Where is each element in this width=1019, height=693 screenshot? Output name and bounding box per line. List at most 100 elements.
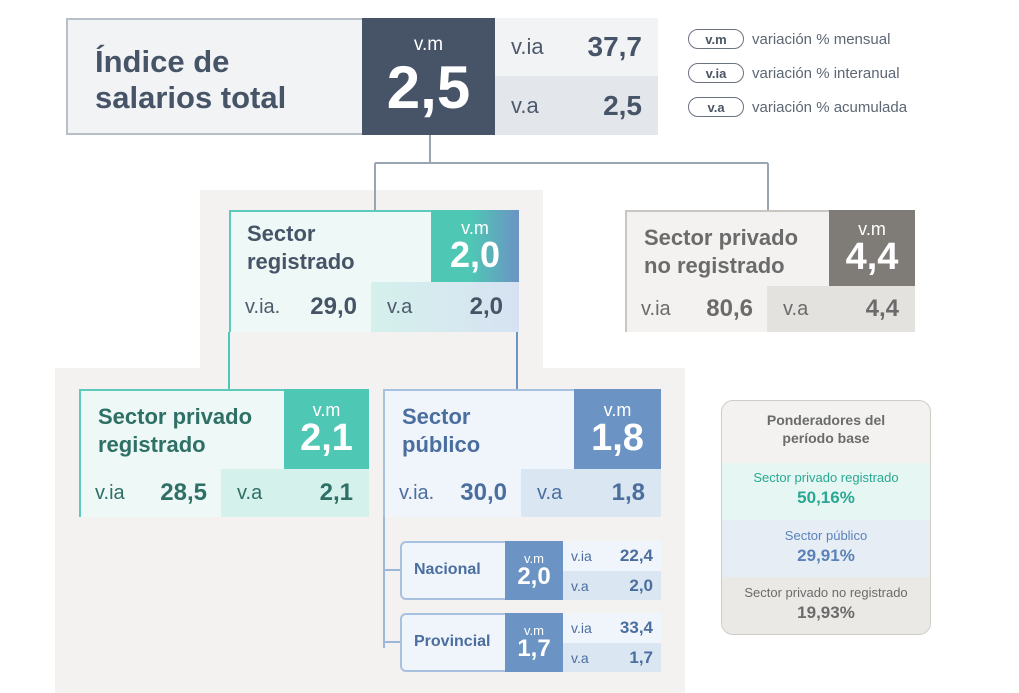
- publico-va-value: 1,8: [611, 479, 645, 506]
- privado-registrado-via-label: v.ia: [95, 481, 125, 504]
- no-registrado-box: Sector privado no registrado v.m 4,4 v.i…: [625, 210, 915, 332]
- total-index-box: Índice de salarios total v.m 2,5 v.ia 37…: [66, 18, 658, 135]
- nacional-via-label: v.ia: [571, 548, 592, 564]
- total-via-cell: v.ia 37,7: [495, 18, 658, 76]
- total-title-line2: salarios total: [95, 79, 287, 115]
- provincial-vm-label: v.m: [524, 623, 544, 638]
- no-registrado-via-label: v.ia: [641, 297, 671, 320]
- publico-va-cell: v.a 1,8: [521, 469, 661, 517]
- registrado-title: Sector registrado: [247, 220, 355, 275]
- nacional-va-label: v.a: [571, 577, 589, 594]
- publico-via-value: 30,0: [460, 479, 507, 506]
- provincial-via-value: 33,4: [619, 618, 653, 637]
- ponderadores-title: Ponderadores del período base: [722, 411, 930, 447]
- privado-registrado-vm-cell: v.m 2,1: [284, 389, 369, 469]
- ponderador-publico: Sector público 29,91%: [722, 520, 930, 577]
- legend-va-tag: v.a: [688, 97, 744, 117]
- publico-via-label: v.ia.: [399, 481, 435, 504]
- ponderadores-box: Ponderadores del período base Sector pri…: [721, 400, 931, 635]
- legend-item-via: v.ia variación % interanual: [688, 63, 900, 83]
- total-vm-cell: v.m 2,5: [362, 18, 495, 135]
- legend-vm-text: variación % mensual: [752, 30, 891, 48]
- privado-registrado-via-value: 28,5: [160, 479, 207, 506]
- privado-registrado-box: Sector privado registrado v.m 2,1 v.ia 2…: [79, 389, 369, 517]
- nacional-via-value: 22,4: [619, 546, 653, 565]
- provincial-vm-cell: v.m 1,7: [505, 613, 563, 672]
- registrado-via-label: v.ia.: [245, 295, 281, 318]
- ponderador-no-registrado-label: Sector privado no registrado: [744, 585, 908, 600]
- no-registrado-va-label: v.a: [783, 297, 809, 320]
- total-via-label: v.ia: [511, 34, 544, 59]
- privado-registrado-title-line1: Sector privado: [98, 404, 253, 429]
- ponderador-privado-registrado-value: 50,16%: [797, 488, 855, 507]
- legend-via-tag: v.ia: [688, 63, 744, 83]
- privado-registrado-vm-value: 2,1: [300, 417, 353, 459]
- publico-title-line2: público: [402, 431, 481, 457]
- provincial-title: Provincial: [414, 633, 491, 650]
- nacional-title: Nacional: [414, 561, 481, 578]
- ponderadores-title-line1: Ponderadores del: [766, 412, 886, 428]
- no-registrado-title-line2: no registrado: [644, 252, 785, 278]
- total-vm-value: 2,5: [386, 54, 471, 121]
- registrado-via-cell: v.ia. 29,0: [231, 282, 371, 332]
- registrado-title-line2: registrado: [247, 248, 355, 274]
- registrado-va-label: v.a: [387, 295, 413, 318]
- ponderador-publico-value: 29,91%: [797, 546, 855, 565]
- publico-title: Sector público: [402, 403, 480, 458]
- privado-registrado-va-cell: v.a 2,1: [221, 469, 369, 517]
- legend-item-va: v.a variación % acumulada: [688, 97, 907, 117]
- no-registrado-via-value: 80,6: [706, 295, 753, 322]
- provincial-va-value: 1,7: [629, 647, 653, 667]
- no-registrado-vm-label: v.m: [858, 219, 886, 239]
- publico-va-label: v.a: [537, 481, 563, 504]
- ponderadores-title-line2: período base: [782, 430, 870, 447]
- legend-via-text: variación % interanual: [752, 64, 900, 82]
- ponderador-no-registrado-value: 19,93%: [797, 603, 855, 622]
- legend-va-text: variación % acumulada: [752, 98, 908, 116]
- total-va-value: 2,5: [603, 89, 642, 121]
- publico-title-line1: Sector: [402, 404, 471, 429]
- provincial-va-label: v.a: [571, 649, 589, 666]
- privado-registrado-via-cell: v.ia 28,5: [81, 469, 221, 517]
- ponderador-privado-registrado: Sector privado registrado 50,16%: [722, 463, 930, 520]
- provincial-vm-value: 1,7: [517, 635, 551, 662]
- registrado-via-value: 29,0: [310, 293, 357, 320]
- publico-vm-cell: v.m 1,8: [574, 389, 661, 469]
- nacional-va-cell: v.a 2,0: [563, 571, 661, 600]
- no-registrado-vm-cell: v.m 4,4: [829, 210, 915, 286]
- registrado-vm-value: 2,0: [449, 234, 501, 275]
- provincial-via-label: v.ia: [571, 620, 592, 636]
- registrado-vm-label: v.m: [461, 218, 489, 238]
- registrado-title-line1: Sector: [247, 221, 316, 246]
- nacional-vm-label: v.m: [524, 551, 544, 566]
- registrado-va-cell: v.a 2,0: [371, 282, 519, 332]
- nacional-vm-cell: v.m 2,0: [505, 541, 563, 600]
- total-va-cell: v.a 2,5: [495, 76, 658, 135]
- publico-vm-value: 1,8: [591, 417, 644, 459]
- total-title: Índice de salarios total: [95, 44, 286, 115]
- no-registrado-va-value: 4,4: [865, 295, 899, 322]
- nacional-via-cell: v.ia 22,4: [563, 541, 661, 571]
- no-registrado-vm-value: 4,4: [845, 236, 899, 278]
- no-registrado-va-cell: v.a 4,4: [767, 286, 915, 332]
- nacional-vm-value: 2,0: [517, 563, 551, 590]
- legend-vm-tag: v.m: [688, 29, 744, 49]
- nacional-va-value: 2,0: [629, 575, 653, 595]
- publico-via-cell: v.ia. 30,0: [385, 469, 521, 517]
- privado-registrado-title: Sector privado registrado: [98, 403, 252, 458]
- total-via-value: 37,7: [587, 31, 643, 62]
- no-registrado-via-cell: v.ia 80,6: [627, 286, 767, 332]
- privado-registrado-va-value: 2,1: [319, 479, 353, 506]
- registrado-box: Sector registrado v.m 2,0 v.ia. 29,0 v.a…: [229, 210, 519, 332]
- publico-box: Sector público v.m 1,8 v.ia. 30,0 v.a 1,…: [383, 389, 661, 517]
- ponderador-no-registrado: Sector privado no registrado 19,93%: [722, 577, 930, 634]
- privado-registrado-va-label: v.a: [237, 481, 263, 504]
- nacional-box: Nacional v.m 2,0 v.ia 22,4 v.a 2,0: [400, 541, 661, 600]
- legend-item-vm: v.m variación % mensual: [688, 29, 890, 49]
- total-vm-label: v.m: [413, 34, 444, 55]
- publico-vm-label: v.m: [603, 400, 632, 420]
- no-registrado-title-line1: Sector privado: [644, 225, 799, 250]
- registrado-vm-cell: v.m 2,0: [431, 210, 519, 282]
- provincial-via-cell: v.ia 33,4: [563, 613, 661, 643]
